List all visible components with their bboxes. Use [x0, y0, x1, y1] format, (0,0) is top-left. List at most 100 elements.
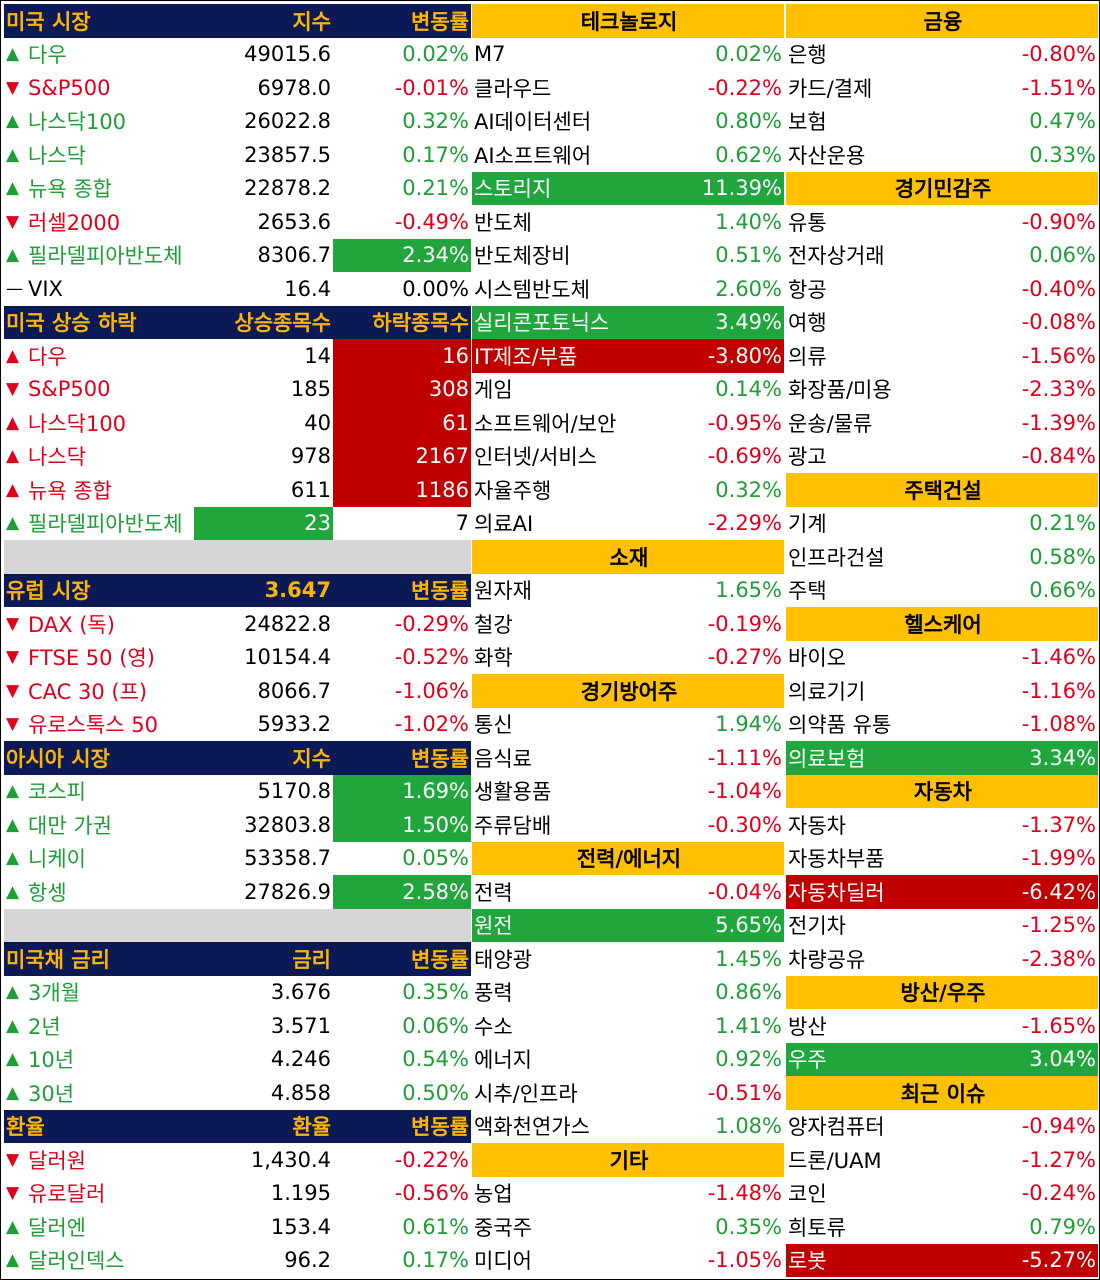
sector-change: 1.40%	[715, 209, 782, 234]
sector-row: 광고 -0.84%	[786, 440, 1098, 474]
sector-name: 자동차딜러	[786, 875, 971, 909]
sector-row: 자동차부품 -1.99%	[786, 842, 1098, 876]
header-c1: 아시아 시장	[6, 746, 110, 771]
market-name: 대만 가권	[28, 813, 112, 838]
sector-change: 3.04%	[971, 1042, 1098, 1076]
sector-change: 3.49%	[657, 305, 784, 339]
sector-header: 전력/에너지	[472, 841, 784, 875]
sector-change: -1.37%	[1021, 812, 1096, 837]
sector-name: IT제조/부품	[472, 339, 657, 373]
sector-title: 헬스케어	[904, 612, 982, 637]
sector-row: 자산운용 0.33%	[786, 138, 1098, 172]
market-row: ▲ 대만 가권 32803.8 1.50%	[4, 808, 471, 842]
sector-row: 자동차딜러 -6.42%	[786, 875, 1098, 909]
section-spacer	[4, 908, 471, 942]
sector-row: 방산 -1.65%	[786, 1009, 1098, 1043]
sector-row: 카드/결제 -1.51%	[786, 71, 1098, 105]
sector-row: 의약품 유통 -1.08%	[786, 708, 1098, 742]
header-c3: 하락종목수	[372, 311, 469, 336]
market-value: 8306.7	[257, 243, 331, 268]
sector-row: 주택 0.66%	[786, 574, 1098, 608]
sector-header: 헬스케어	[786, 607, 1098, 641]
sector-row: 중국주 0.35%	[472, 1210, 784, 1244]
sector-change: 3.34%	[971, 741, 1098, 775]
sector-header: 소재	[472, 540, 784, 574]
change-rate: 0.50%	[402, 1080, 469, 1105]
sector-name: 항공	[788, 277, 827, 302]
market-row: ▲ 다우 49015.6 0.02%	[4, 38, 471, 72]
sector-title: 금융	[923, 9, 963, 34]
up-arrow-icon: ▲	[6, 1216, 20, 1237]
market-name: CAC 30 (프)	[28, 679, 148, 704]
change-rate: 0.21%	[402, 176, 469, 201]
market-name-cell: ▲ 필라델피아반도체	[4, 239, 194, 273]
header-c3: 변동률	[411, 9, 469, 34]
market-name: 필라델피아반도체	[28, 512, 183, 537]
down-arrow-icon: ▼	[6, 714, 20, 735]
sector-change: -0.95%	[707, 410, 782, 435]
market-row: ▼ DAX (독) 24822.8 -0.29%	[4, 607, 471, 641]
section-header: 미국 시장 지수 변동률	[4, 4, 471, 38]
sector-name: 반도체	[474, 210, 532, 235]
change-rate: -0.49%	[394, 209, 469, 234]
market-name: 나스닥100	[28, 110, 127, 135]
section-spacer	[4, 540, 471, 574]
sector-change: 0.02%	[715, 42, 782, 67]
sector-change: -1.51%	[1021, 75, 1096, 100]
market-value: 4.246	[270, 1047, 331, 1072]
sector-change: -0.08%	[1021, 310, 1096, 335]
sector-change: -0.22%	[707, 75, 782, 100]
sector-row: 의류 -1.56%	[786, 339, 1098, 373]
sector-change: 0.79%	[1029, 1214, 1096, 1239]
market-name-cell: ▼ 달러원	[4, 1143, 194, 1177]
sector-name: 미디어	[474, 1249, 532, 1274]
sector-row: 로봇 -5.27%	[786, 1243, 1098, 1277]
decliners-count: 7	[455, 511, 469, 536]
market-row: ▲ 항셍 27826.9 2.58%	[4, 875, 471, 909]
market-value: 978	[290, 444, 331, 469]
sector-header: 방산/우주	[786, 975, 1098, 1009]
sector-name: AI소프트웨어	[474, 143, 592, 168]
sector-change: -1.05%	[707, 1248, 782, 1273]
sector-name: 주류담배	[474, 813, 552, 838]
up-arrow-icon: ▲	[6, 144, 20, 165]
left-column-markets: 미국 시장 지수 변동률 ▲ 다우 49015.6 0.02% ▼ S&P500 6978.0 -0…	[4, 4, 471, 1277]
sector-change: 1.08%	[715, 1114, 782, 1139]
sector-name: 은행	[788, 43, 827, 68]
sector-header: 테크놀로지	[472, 4, 784, 38]
up-arrow-icon: ▲	[6, 848, 20, 869]
header-c1: 미국채 금리	[6, 947, 110, 972]
market-name-cell: ▼ 유로스톡스 50	[4, 708, 194, 742]
market-name-cell: — VIX	[4, 272, 194, 306]
sector-change: -1.16%	[1021, 678, 1096, 703]
sector-row: 의료AI -2.29%	[472, 507, 784, 541]
market-value: 3.676	[270, 980, 331, 1005]
sector-name: 중국주	[474, 1215, 532, 1240]
sector-change: -0.94%	[1021, 1114, 1096, 1139]
sector-change: 1.94%	[715, 712, 782, 737]
sector-change: -0.90%	[1021, 209, 1096, 234]
sector-change: -0.19%	[707, 611, 782, 636]
sector-change: -1.27%	[1021, 1147, 1096, 1172]
market-name: 나스닥100	[28, 411, 127, 436]
sector-change: 0.21%	[1029, 511, 1096, 536]
header-c2: 지수	[292, 9, 331, 34]
sector-change: -0.04%	[707, 879, 782, 904]
market-name: 코스피	[28, 780, 86, 805]
change-rate: 1.69%	[333, 774, 471, 808]
market-row: ▲ 나스닥100 26022.8 0.32%	[4, 105, 471, 139]
market-row: ▲ 나스닥 23857.5 0.17%	[4, 138, 471, 172]
market-value: 153.4	[270, 1214, 331, 1239]
up-arrow-icon: ▲	[6, 1015, 20, 1036]
sector-change: 0.35%	[715, 1214, 782, 1239]
up-arrow-icon: ▲	[6, 446, 20, 467]
sector-change: -6.42%	[971, 875, 1098, 909]
change-rate: -0.56%	[394, 1181, 469, 1206]
market-name-cell: ▲ 나스닥100	[4, 105, 194, 139]
market-row: ▼ FTSE 50 (영) 10154.4 -0.52%	[4, 641, 471, 675]
sector-row: 운송/물류 -1.39%	[786, 406, 1098, 440]
sector-change: 5.65%	[657, 908, 784, 942]
sector-name: 통신	[474, 713, 513, 738]
change-rate: 0.17%	[402, 1248, 469, 1273]
